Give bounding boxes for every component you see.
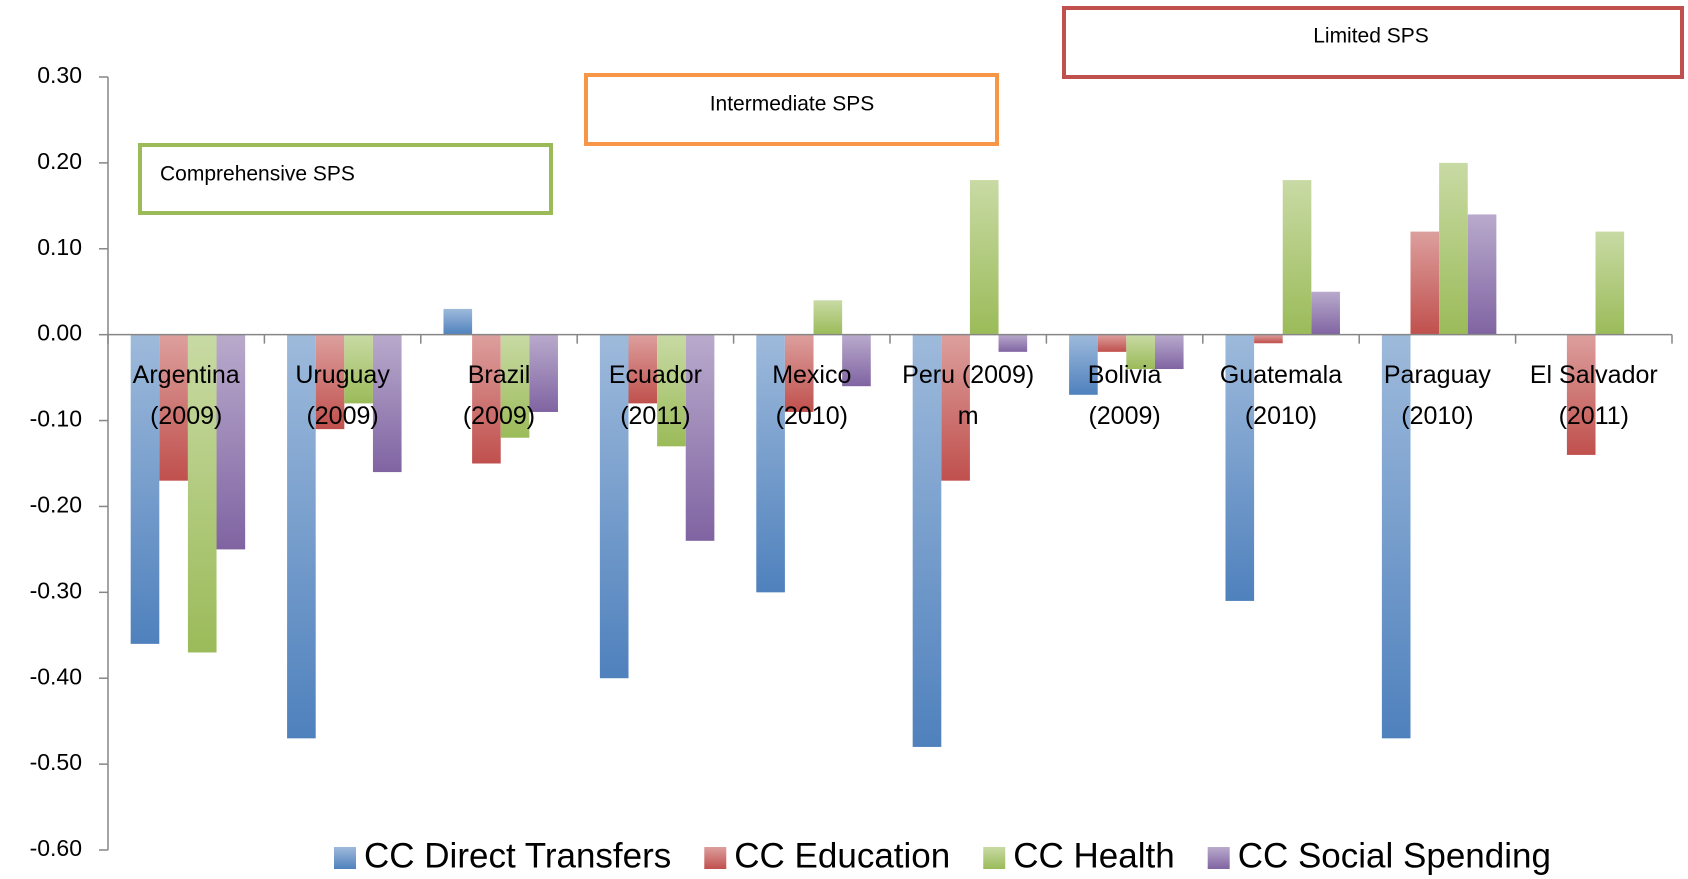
bar — [1410, 231, 1440, 335]
bar — [443, 308, 473, 335]
bar — [1595, 231, 1625, 335]
bar — [784, 334, 814, 412]
bar — [344, 334, 373, 404]
bar — [472, 334, 501, 464]
bar — [159, 334, 188, 481]
x-tick-label: Mexico (2010) — [772, 361, 851, 430]
bar — [842, 334, 871, 387]
bar — [1069, 334, 1098, 395]
annotation-box — [584, 73, 999, 146]
legend-swatch — [1207, 847, 1230, 869]
y-tick-label: -0.20 — [30, 492, 82, 518]
y-tick-label: 0.30 — [37, 62, 82, 88]
bar — [1566, 334, 1596, 455]
x-tick-label: Uruguay (2009) — [295, 361, 390, 430]
bar — [998, 334, 1028, 352]
y-tick-label: -0.30 — [30, 577, 82, 603]
bar — [1254, 334, 1283, 344]
bar — [912, 334, 942, 747]
y-tick-label: -0.50 — [30, 749, 82, 775]
bar — [599, 334, 629, 679]
bar — [529, 334, 558, 412]
y-tick-label: 0.10 — [37, 234, 82, 260]
annotation-text: Comprehensive SPS — [160, 163, 355, 186]
annotation-box — [1062, 6, 1684, 79]
x-tick-label: Bolivia (2009) — [1088, 361, 1162, 430]
annotation-text: Intermediate SPS — [710, 93, 875, 116]
bar — [187, 334, 217, 653]
bar — [756, 334, 785, 593]
bar — [500, 334, 530, 438]
x-tick-label: Peru (2009) m — [902, 361, 1034, 430]
bar — [657, 334, 686, 447]
legend-swatch — [334, 847, 356, 869]
bar — [1381, 334, 1411, 739]
x-tick-label: Argentina (2009) — [133, 361, 240, 430]
bar — [1467, 214, 1497, 335]
bar — [1311, 291, 1340, 335]
bar — [969, 180, 999, 335]
bar — [628, 334, 658, 404]
bar — [1154, 334, 1184, 370]
y-tick-label: 0.00 — [37, 320, 82, 346]
y-tick-label: 0.20 — [37, 148, 82, 174]
legend-label: CC Education — [734, 836, 950, 875]
bar — [1126, 334, 1155, 370]
x-tick-label: Guatemala (2010) — [1220, 361, 1342, 430]
bar — [1097, 334, 1127, 352]
bar — [1282, 180, 1312, 335]
bar — [315, 334, 345, 430]
bar — [287, 334, 316, 739]
y-tick-label: -0.10 — [30, 406, 82, 432]
x-tick-label: Ecuador (2011) — [609, 361, 702, 430]
y-tick-label: -0.60 — [30, 835, 82, 861]
legend-label: CC Social Spending — [1238, 836, 1551, 875]
legend-label: CC Health — [1013, 836, 1174, 875]
annotation-box — [138, 143, 553, 215]
bar — [813, 300, 843, 335]
bar — [685, 334, 715, 541]
bar — [1439, 162, 1468, 335]
legend-swatch — [983, 847, 1006, 869]
x-tick-label: El Salvador (2011) — [1530, 361, 1658, 430]
bar — [216, 334, 246, 550]
annotation-text: Limited SPS — [1313, 25, 1429, 48]
legend-label: CC Direct Transfers — [364, 836, 671, 875]
y-tick-label: -0.40 — [30, 663, 82, 689]
bar — [941, 334, 970, 481]
bar — [372, 334, 402, 473]
x-tick-label: Paraguay (2010) — [1384, 361, 1492, 430]
bar — [1225, 334, 1255, 601]
x-tick-label: Brazil (2009) — [463, 361, 535, 430]
bar — [130, 334, 160, 644]
legend-swatch — [704, 847, 727, 869]
